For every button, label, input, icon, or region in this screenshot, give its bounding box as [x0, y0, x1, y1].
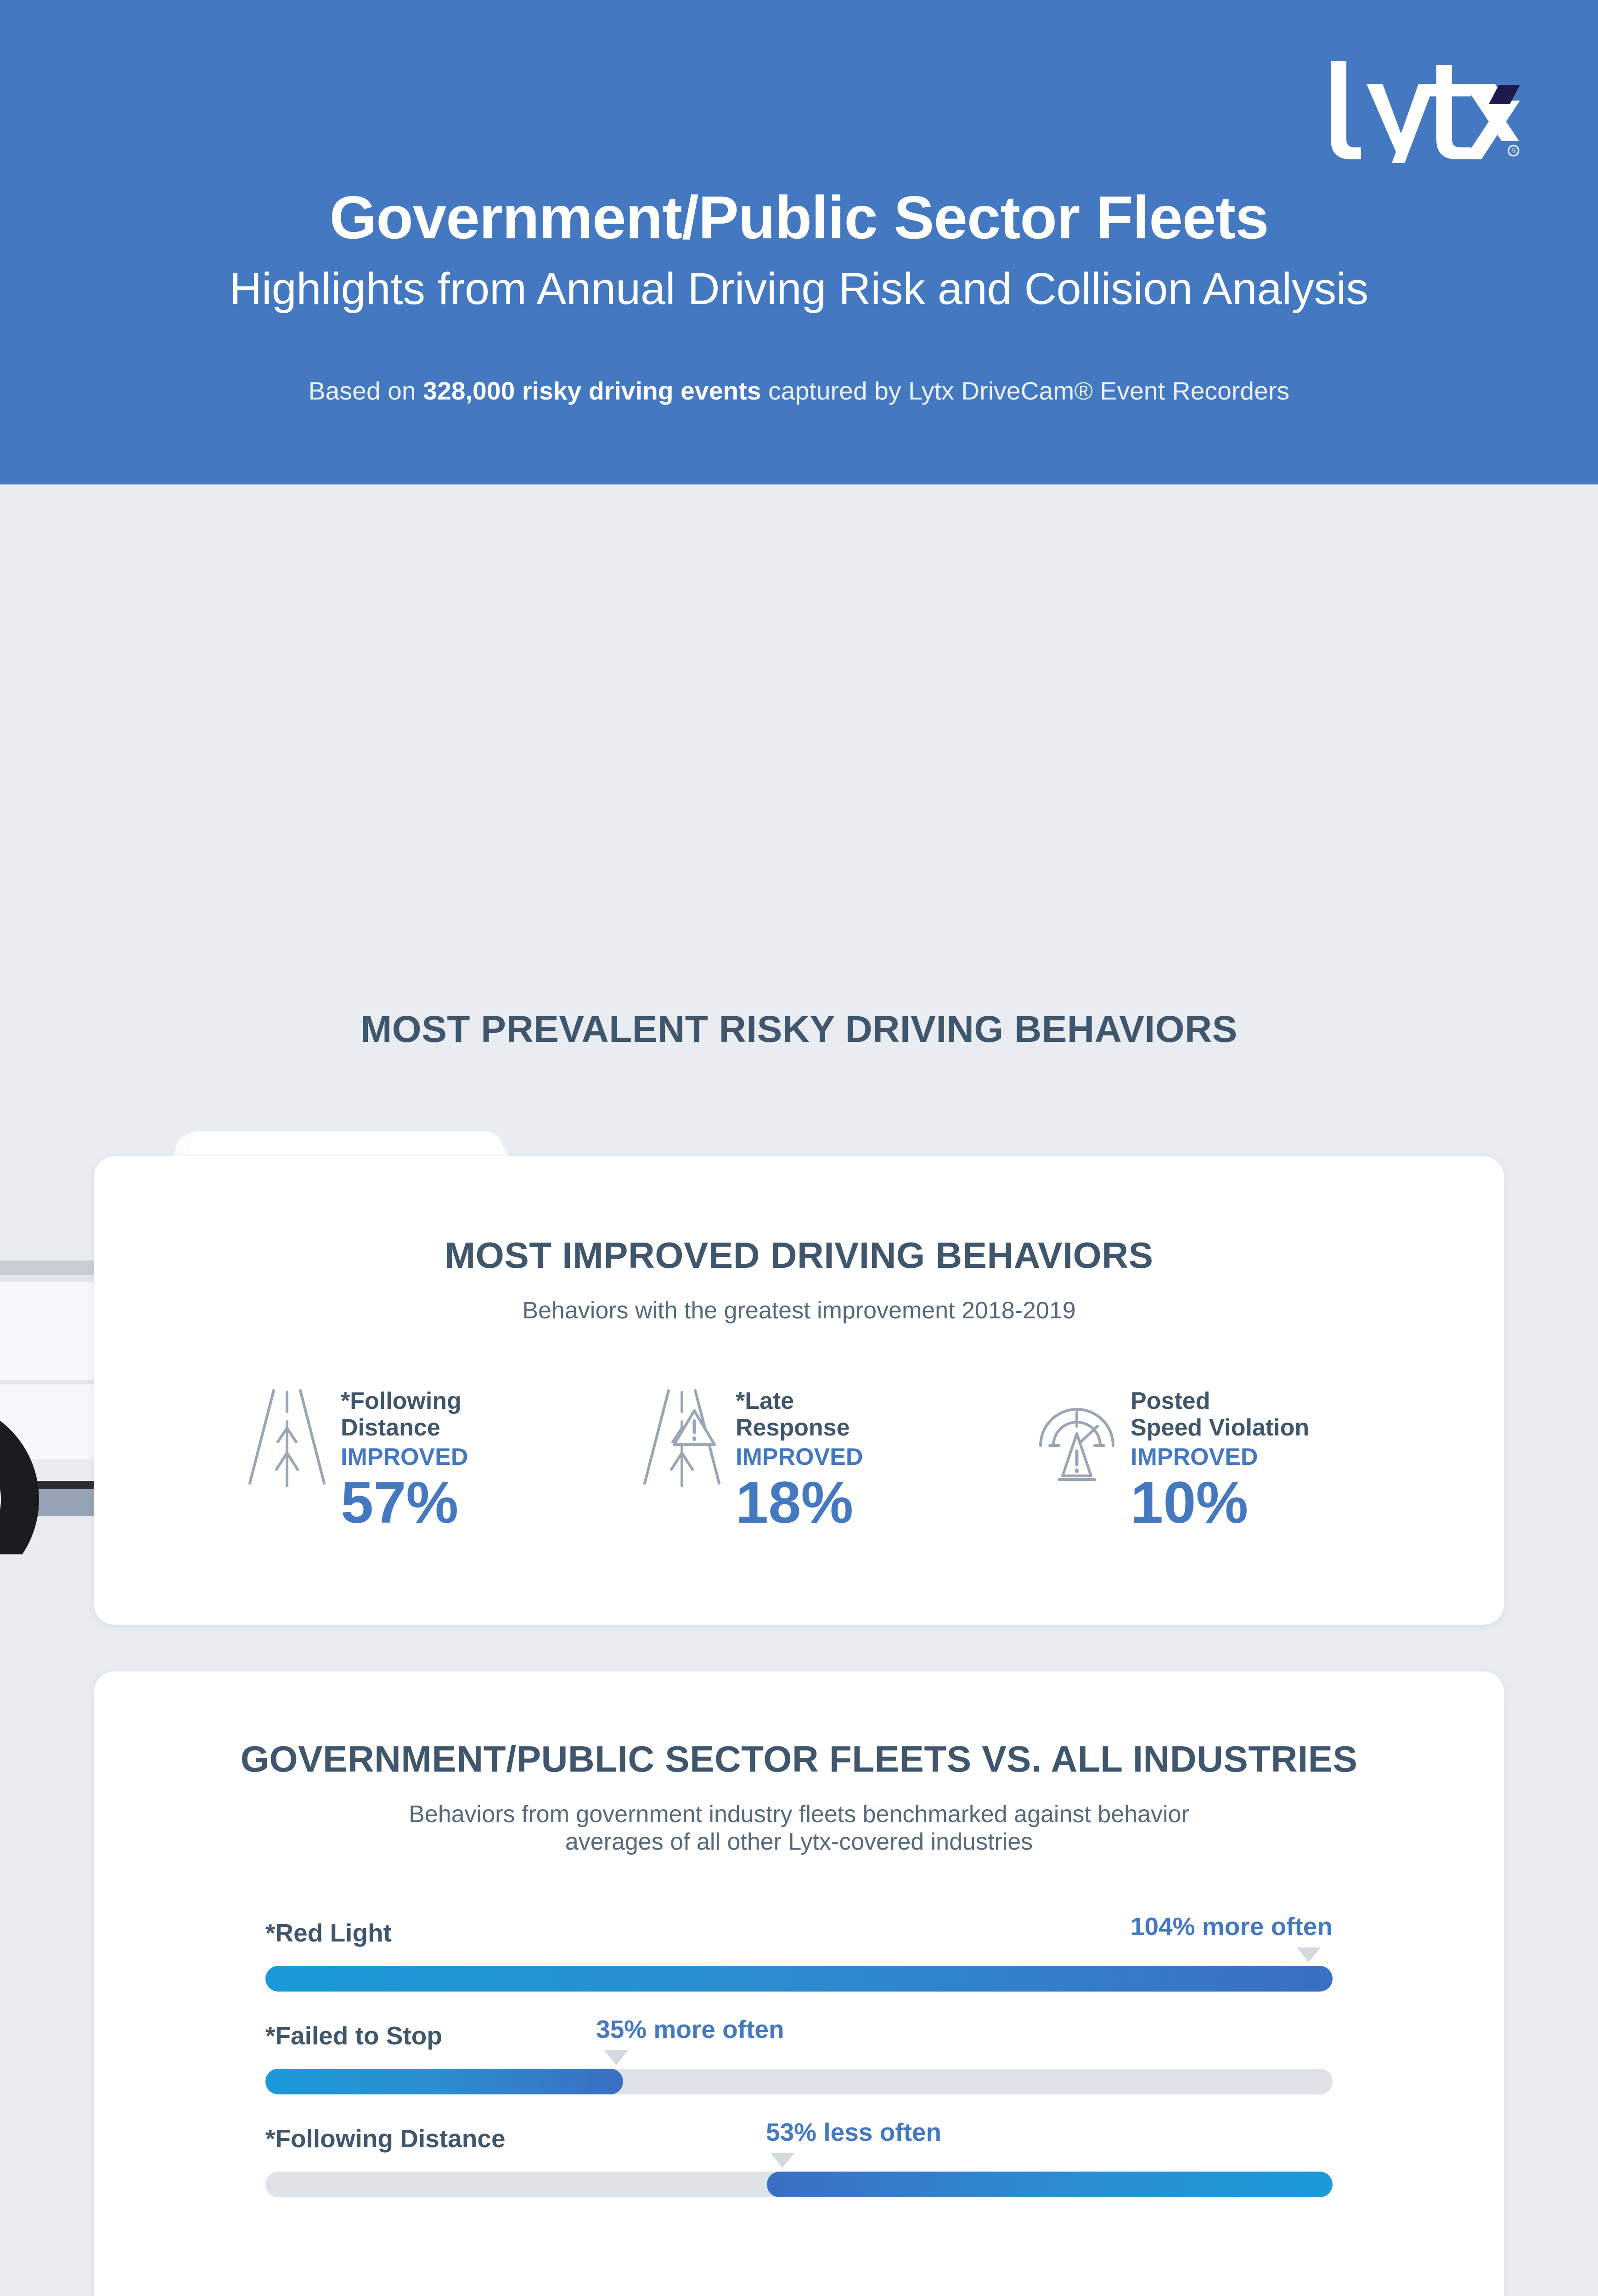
speedometer-warning-icon [1033, 1384, 1120, 1490]
bar-label: *Following Distance [265, 2124, 506, 2153]
stat-following-distance: *Following Distance IMPROVED 57% [243, 1384, 565, 1532]
comparison-bar-chart: *Red Light 104% more often *Failed to St… [94, 1912, 1504, 2197]
road-arrows-icon [243, 1384, 331, 1490]
based-on-line: Based on 328,000 risky driving events ca… [0, 376, 1598, 405]
bar-caret-icon [771, 2153, 794, 2168]
lytx-logo: R [1322, 57, 1520, 163]
page-title: Government/Public Sector Fleets [329, 184, 1269, 251]
bar-label: *Red Light [265, 1919, 392, 1947]
card-subtitle-improved: Behaviors with the greatest improvement … [522, 1297, 1076, 1324]
bar-track [265, 1966, 1333, 1992]
stat-improved-label: IMPROVED [1131, 1444, 1258, 1471]
svg-text:R: R [1511, 147, 1516, 154]
based-on-suffix: captured by Lytx DriveCam® Event Recorde… [761, 377, 1290, 405]
stat-body: Posted Speed Violation IMPROVED 10% [1131, 1384, 1309, 1532]
page-subtitle: Highlights from Annual Driving Risk and … [230, 263, 1368, 314]
stat-value: 57% [341, 1469, 459, 1536]
bar-caret-icon [1297, 1947, 1321, 1962]
card-comparison: GOVERNMENT/PUBLIC SECTOR FLEETS VS. ALL … [94, 1671, 1504, 2296]
stat-late-response: *Late Response IMPROVED 18% [638, 1384, 960, 1532]
stat-improved-label: IMPROVED [736, 1444, 863, 1471]
bar-track [265, 2069, 1333, 2094]
based-on-prefix: Based on [308, 377, 423, 405]
section-title-prevalent: MOST PREVALENT RISKY DRIVING BEHAVIORS [360, 1008, 1238, 1050]
improved-stats-row: *Following Distance IMPROVED 57% [94, 1384, 1504, 1532]
bar-caret-icon [604, 2050, 628, 2065]
bar-row-failed-to-stop: *Failed to Stop 35% more often [265, 2015, 1333, 2094]
stat-body: *Late Response IMPROVED 18% [736, 1384, 863, 1532]
bar-label: *Failed to Stop [265, 2021, 442, 2050]
stat-improved-label: IMPROVED [341, 1444, 468, 1471]
stat-label: *Following Distance [341, 1388, 461, 1441]
bar-callout: 53% less often [766, 2118, 942, 2146]
section-most-prevalent: MOST PREVALENT RISKY DRIVING BEHAVIORS [0, 484, 1598, 1554]
stat-label: Posted Speed Violation [1131, 1388, 1310, 1441]
road-warning-icon [638, 1384, 726, 1490]
card-most-improved: MOST IMPROVED DRIVING BEHAVIORS Behavior… [94, 1156, 1504, 1625]
card-subtitle-comparison: Behaviors from government industry fleet… [409, 1801, 1189, 1855]
stat-body: *Following Distance IMPROVED 57% [341, 1384, 468, 1532]
bar-row-following-distance: *Following Distance 53% less often [265, 2118, 1333, 2197]
bar-callout: 104% more often [1130, 1912, 1333, 1941]
stat-posted-speed-violation: Posted Speed Violation IMPROVED 10% [1033, 1384, 1355, 1532]
bar-callout: 35% more often [596, 2015, 784, 2043]
header-title-block: Government/Public Sector Fleets Highligh… [0, 184, 1598, 405]
stat-value: 18% [736, 1469, 854, 1536]
stat-label: *Late Response [736, 1388, 850, 1441]
based-on-count: 328,000 risky driving events [423, 377, 761, 405]
page-header: R Government/Public Sector Fleets Highli… [0, 0, 1598, 484]
bar-track [265, 2172, 1333, 2197]
bar-fill [767, 2172, 1333, 2197]
bar-fill [265, 1966, 1333, 1992]
card-title-improved: MOST IMPROVED DRIVING BEHAVIORS [445, 1235, 1153, 1276]
bar-row-red-light: *Red Light 104% more often [265, 1912, 1333, 1992]
stat-value: 10% [1131, 1469, 1249, 1536]
bar-fill [265, 2069, 623, 2094]
card-title-comparison: GOVERNMENT/PUBLIC SECTOR FLEETS VS. ALL … [240, 1739, 1358, 1779]
